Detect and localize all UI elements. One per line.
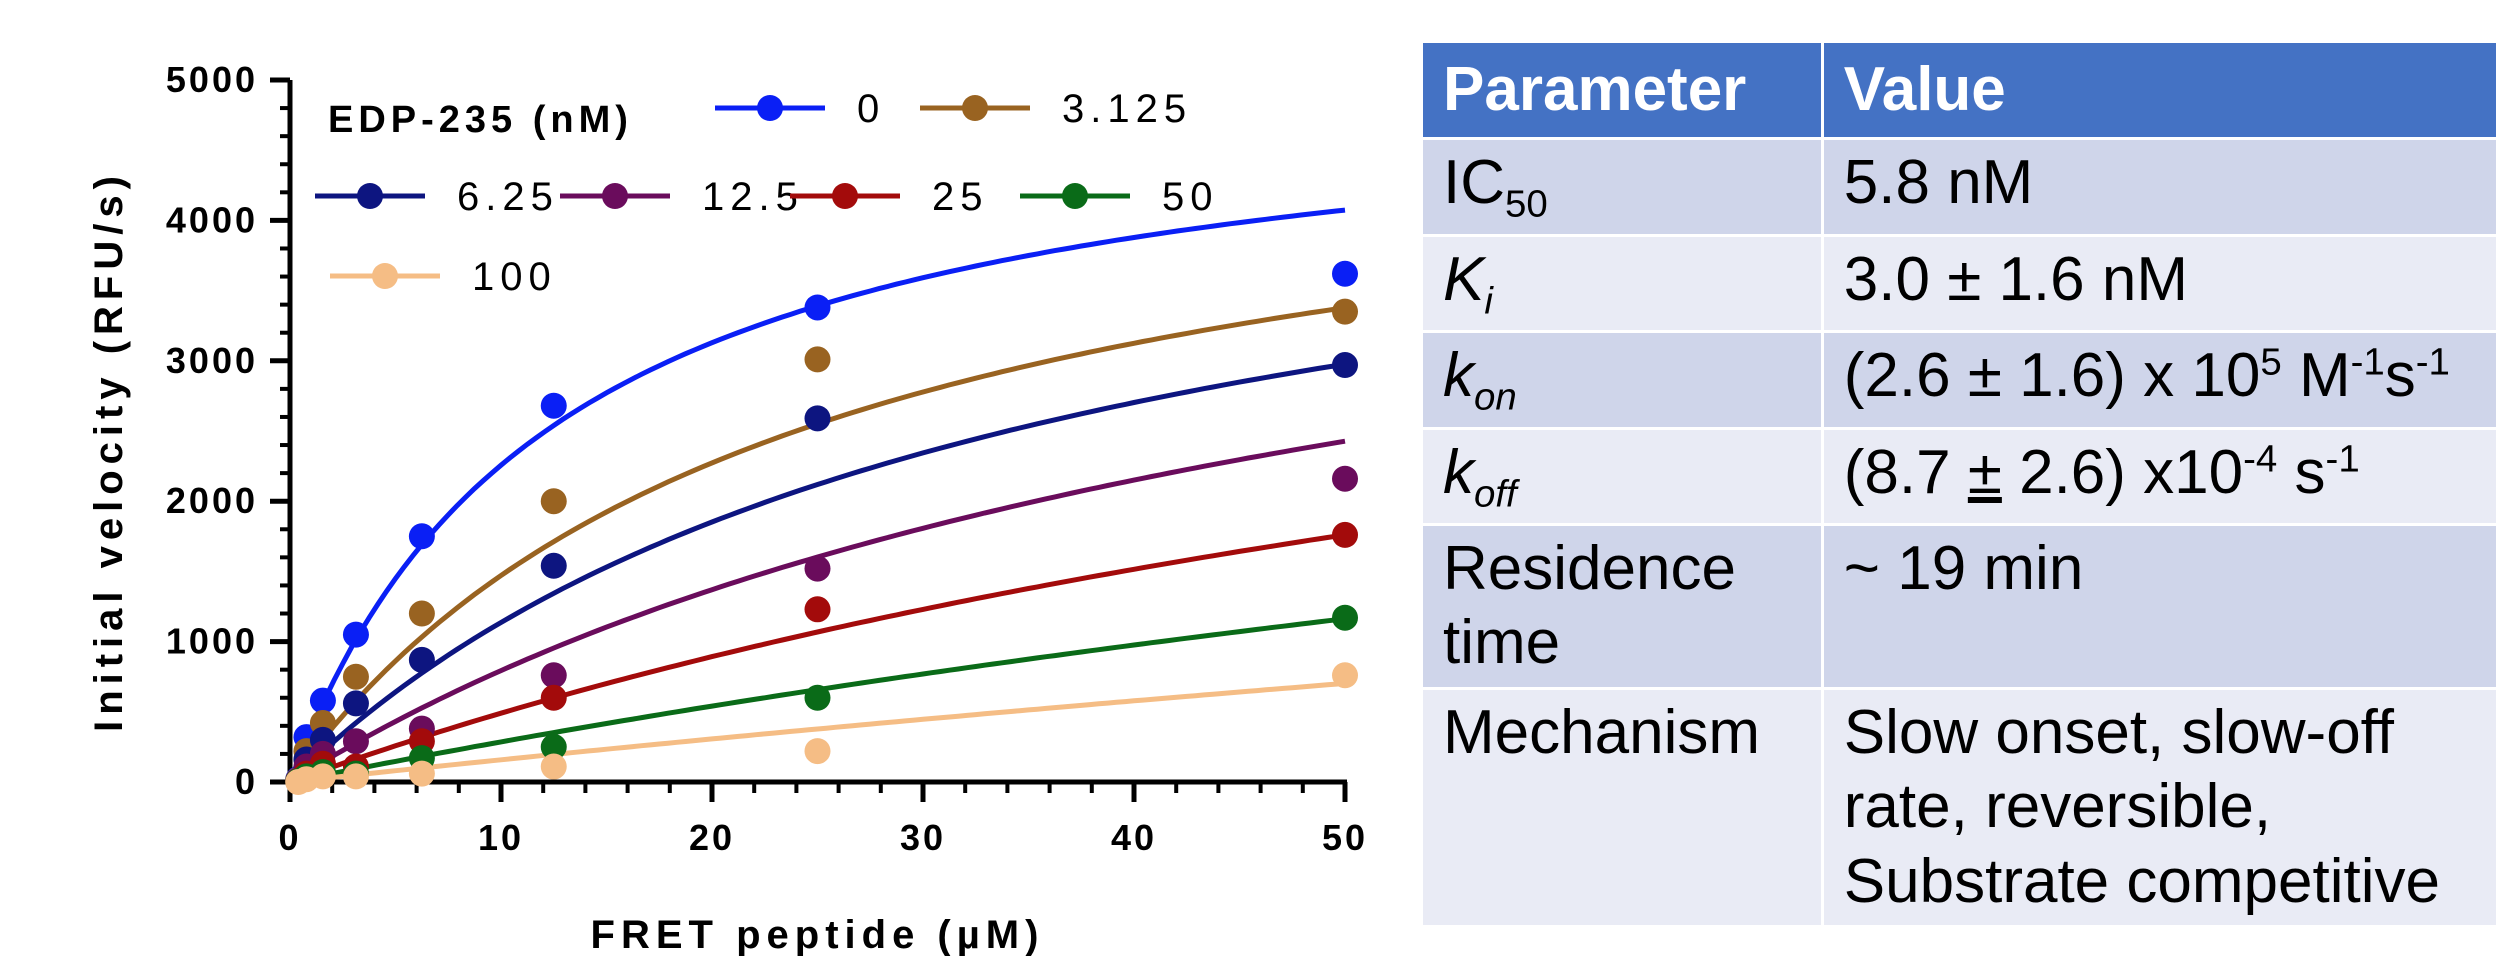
- fit-curve-3.125: [287, 305, 1346, 784]
- residence-value: ~ 19 min: [1820, 523, 2499, 690]
- x-axis-label: FRET peptide (µM): [591, 913, 1045, 956]
- x-tick-label-40: 40: [1111, 817, 1157, 858]
- legend-label-3.125: 3.125: [1062, 87, 1192, 131]
- koff-value: (8.7 ± 2.6) x10-4 s-1: [1820, 426, 2499, 527]
- point-3.125-6.25: [408, 600, 435, 627]
- table-row-koff: koff (8.7 ± 2.6) x10-4 s-1: [1420, 426, 2499, 527]
- legend-label-50: 50: [1162, 175, 1219, 219]
- y-axis-label: Initial velocity (RFU/s): [87, 170, 131, 732]
- fit-curve-6.25: [288, 361, 1346, 784]
- point-3.125-50: [1332, 298, 1358, 325]
- legend-label-0: 0: [857, 87, 885, 131]
- point-25-12.5: [540, 684, 567, 711]
- header-value: Value: [1820, 40, 2499, 140]
- residence-label: Residence time: [1420, 523, 1824, 690]
- point-3.125-25: [804, 346, 831, 373]
- legend-title: EDP-235 (nM): [328, 99, 633, 141]
- kon-value: (2.6 ± 1.6) x 105 M-1s-1: [1820, 330, 2499, 430]
- y-tick-label-2000: 2000: [166, 480, 258, 521]
- table-row-ic50: IC50 5.8 nM: [1420, 137, 2499, 237]
- point-0-6.25: [408, 523, 435, 550]
- fit-curve-25: [289, 532, 1346, 785]
- point-6.25-25: [804, 405, 831, 432]
- point-100-3.125: [342, 763, 369, 790]
- point-6.25-6.25: [408, 646, 435, 673]
- table-row-ki: Ki 3.0 ± 1.6 nM: [1420, 233, 2499, 334]
- mechanism-value: Slow onset, slow-off rate, reversible, S…: [1820, 686, 2499, 929]
- point-50-50: [1332, 604, 1358, 631]
- legend-marker-50: [1062, 183, 1088, 209]
- table-header-row: Parameter Value: [1420, 40, 2499, 140]
- ic50-value: 5.8 nM: [1820, 137, 2499, 237]
- legend-marker-12.5: [602, 183, 628, 209]
- chart-panel: 0 1000 2000 3000 4000 5000 0 10 20 30 40 50 FRET pep…: [87, 59, 1368, 956]
- point-50-25: [804, 684, 831, 711]
- legend-marker-3.125: [962, 95, 988, 121]
- legend-marker-25: [832, 183, 858, 209]
- y-tick-label-3000: 3000: [166, 340, 258, 381]
- point-25-50: [1332, 521, 1358, 548]
- point-6.25-50: [1332, 352, 1358, 379]
- legend-marker-0: [757, 95, 783, 121]
- fit-curve-100: [289, 680, 1346, 785]
- point-100-1.56: [309, 763, 336, 790]
- x-tick-label-30: 30: [900, 817, 946, 858]
- point-0-1.56: [309, 687, 336, 714]
- point-50-12.5: [540, 733, 567, 760]
- y-tick-label-1000: 1000: [166, 621, 258, 662]
- legend-label-25: 25: [932, 175, 989, 219]
- point-100-50: [1332, 662, 1358, 689]
- ic50-label: IC50: [1420, 137, 1824, 237]
- point-0-50: [1332, 260, 1358, 287]
- point-0-3.125: [342, 621, 369, 648]
- koff-label: koff: [1420, 426, 1824, 527]
- point-25-25: [804, 596, 831, 623]
- legend-label-6.25: 6.25: [457, 175, 559, 219]
- y-tick-label-5000: 5000: [166, 59, 258, 100]
- ki-value: 3.0 ± 1.6 nM: [1820, 233, 2499, 334]
- header-parameter: Parameter: [1420, 40, 1824, 140]
- point-12.5-3.125: [342, 728, 369, 755]
- x-tick-label-20: 20: [689, 817, 735, 858]
- point-0-12.5: [540, 392, 567, 419]
- legend-marker-100: [372, 263, 398, 289]
- legend-marker-6.25: [357, 183, 383, 209]
- point-3.125-3.125: [342, 663, 369, 690]
- table-row-residence: Residence time ~ 19 min: [1420, 523, 2499, 690]
- table-row-kon: kon (2.6 ± 1.6) x 105 M-1s-1: [1420, 330, 2499, 430]
- point-0-25: [804, 294, 831, 321]
- point-100-6.25: [408, 760, 435, 787]
- legend-label-12.5: 12.5: [702, 175, 804, 219]
- x-tick-label-10: 10: [478, 817, 524, 858]
- ki-label: Ki: [1420, 233, 1824, 334]
- point-100-25: [804, 738, 831, 765]
- parameter-table: Parameter Value IC50 5.8 nM Ki 3.0 ± 1.6…: [1420, 40, 2499, 929]
- mechanism-label: Mechanism: [1420, 686, 1824, 929]
- point-12.5-50: [1332, 465, 1358, 492]
- point-3.125-12.5: [540, 488, 567, 515]
- table-row-mechanism: Mechanism Slow onset, slow-off rate, rev…: [1420, 686, 2499, 929]
- x-tick-label-0: 0: [278, 817, 301, 858]
- y-tick-label-0: 0: [235, 761, 258, 802]
- point-12.5-12.5: [540, 662, 567, 689]
- y-tick-label-4000: 4000: [166, 199, 258, 240]
- x-tick-label-50: 50: [1322, 817, 1368, 858]
- point-6.25-3.125: [342, 690, 369, 717]
- kon-label: kon: [1420, 330, 1824, 430]
- legend-label-100: 100: [472, 255, 557, 299]
- point-12.5-25: [804, 555, 831, 582]
- point-6.25-12.5: [540, 552, 567, 579]
- point-100-12.5: [540, 753, 567, 780]
